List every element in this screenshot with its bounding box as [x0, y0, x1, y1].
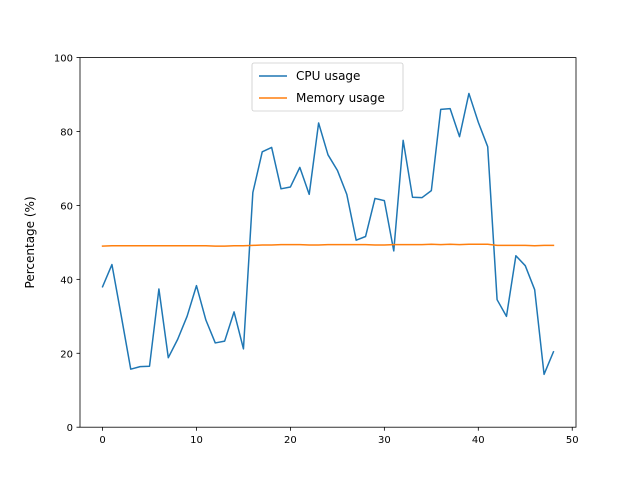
y-tick-label: 80	[60, 128, 73, 139]
legend-label-memory-usage: Memory usage	[296, 91, 385, 105]
y-tick-label: 40	[60, 275, 73, 286]
legend-label-cpu-usage: CPU usage	[296, 69, 360, 83]
y-tick-label: 100	[54, 54, 73, 65]
plot-area	[101, 92, 555, 376]
x-tick-label: 50	[566, 435, 579, 446]
tick-group: 0 10 20 30 40 50 0 20 40 60 80 100	[54, 54, 579, 447]
axes-frame	[79, 57, 577, 428]
y-tick-label: 60	[60, 201, 73, 212]
x-tick-label: 40	[472, 435, 485, 446]
x-tick-label: 20	[284, 435, 297, 446]
axes	[79, 57, 577, 428]
y-tick-label: 0	[67, 423, 73, 434]
y-axis-label: Percentage (%)	[23, 196, 37, 288]
legend-box	[251, 62, 404, 112]
series-line-cpu-usage	[101, 92, 555, 376]
x-tick-label: 0	[99, 435, 105, 446]
x-tick-label: 30	[378, 435, 391, 446]
series-line-memory-usage	[101, 243, 555, 247]
y-tick-label: 20	[60, 349, 73, 360]
x-tick-label: 10	[190, 435, 203, 446]
legend: CPU usage Memory usage	[251, 62, 404, 112]
